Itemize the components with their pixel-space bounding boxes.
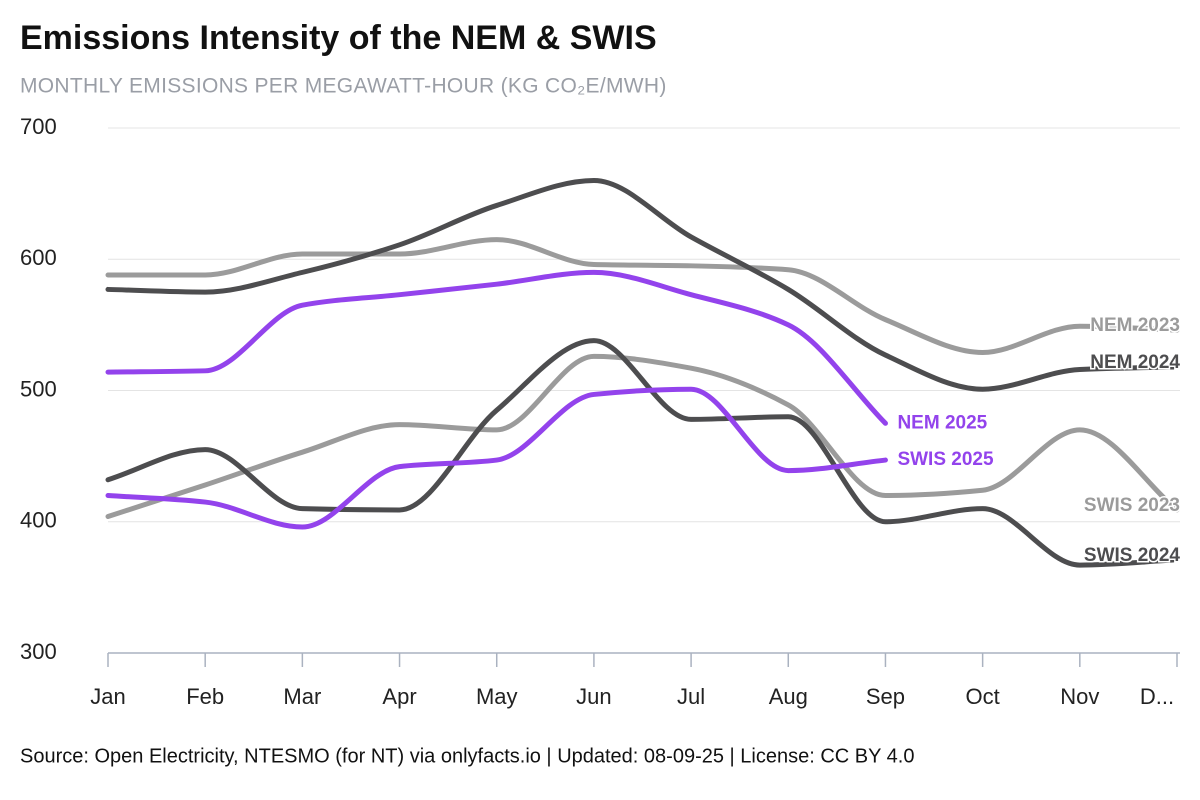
series-line	[105, 269, 888, 426]
series-line	[105, 386, 888, 530]
y-tick-label: 600	[20, 245, 57, 270]
x-tick-label: Jun	[576, 684, 611, 709]
x-tick-label: Oct	[966, 684, 1000, 709]
series-end-label: NEM 2024	[1090, 352, 1180, 373]
x-tick-label: Mar	[283, 684, 321, 709]
y-tick-label: 500	[20, 376, 57, 401]
chart-subtitle: MONTHLY EMISSIONS PER MEGAWATT-HOUR (KG …	[20, 75, 667, 98]
source-note: Source: Open Electricity, NTESMO (for NT…	[20, 745, 914, 767]
x-tick-label: Apr	[382, 684, 416, 709]
series-end-label: SWIS 2023	[1084, 495, 1180, 516]
x-tick-label: D...	[1140, 684, 1174, 709]
x-tick-label: Feb	[186, 684, 224, 709]
chart-title: Emissions Intensity of the NEM & SWIS	[20, 19, 657, 57]
x-tick-label: May	[476, 684, 518, 709]
series-line	[105, 353, 1180, 519]
series-line	[105, 237, 1180, 355]
x-tick-label: Sep	[866, 684, 905, 709]
x-tick-label: Jul	[677, 684, 705, 709]
y-tick-label: 400	[20, 508, 57, 533]
series-end-label: NEM 2023	[1090, 315, 1180, 336]
series-end-label: NEM 2025	[897, 412, 987, 433]
x-tick-label: Nov	[1060, 684, 1099, 709]
series-line	[105, 177, 1180, 392]
x-tick-label: Aug	[769, 684, 808, 709]
y-tick-label: 700	[20, 114, 57, 139]
x-tick-label: Jan	[90, 684, 125, 709]
y-tick-label: 300	[20, 639, 57, 664]
series-end-label: SWIS 2024	[1084, 545, 1181, 566]
series-line	[105, 338, 1180, 568]
series-end-label: SWIS 2025	[897, 449, 994, 470]
